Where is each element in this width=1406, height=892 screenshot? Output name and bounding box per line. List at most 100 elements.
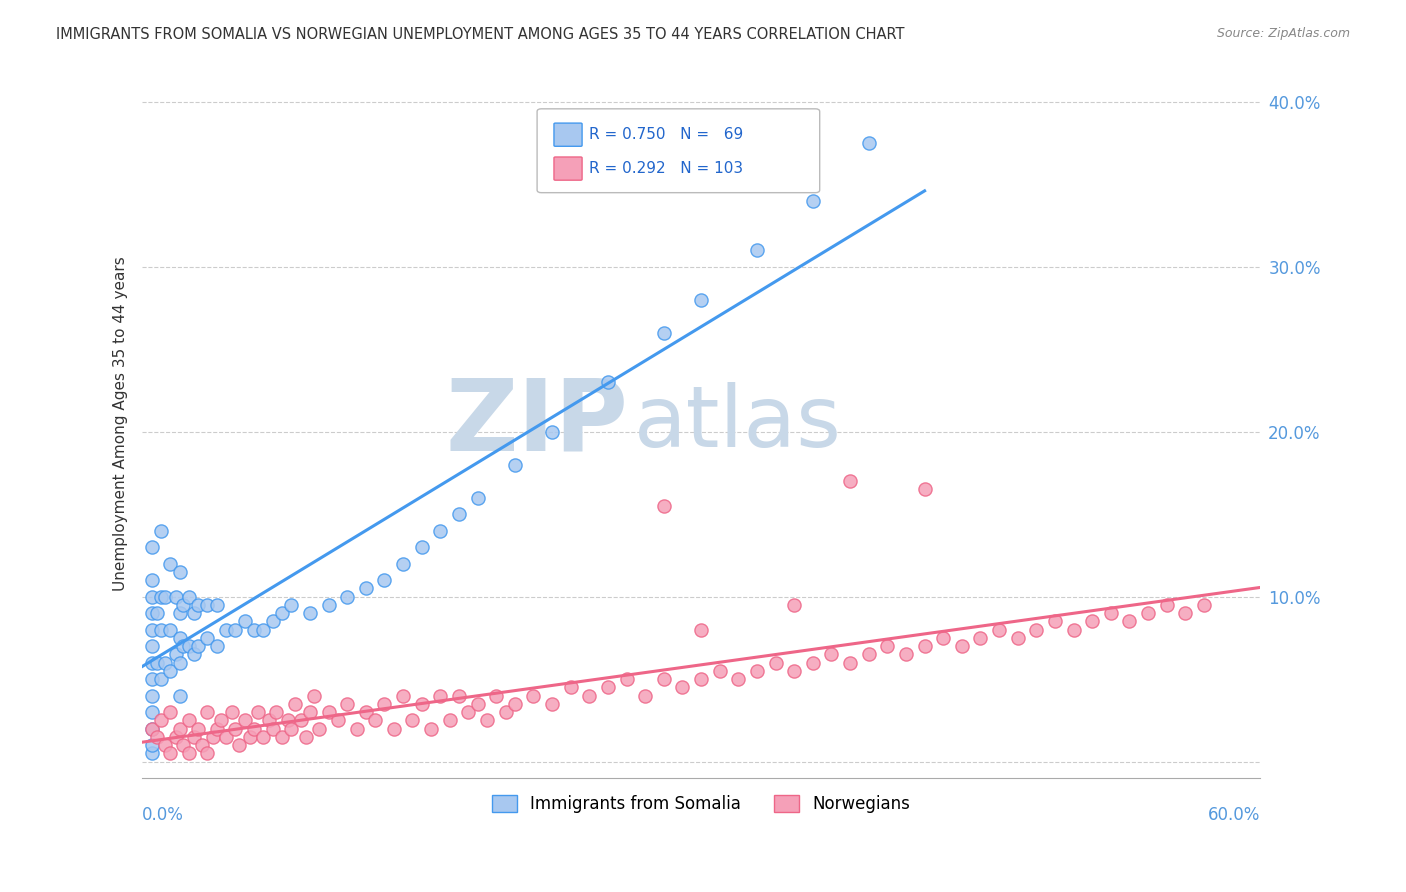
Point bbox=[1174, 606, 1197, 620]
Point bbox=[177, 746, 200, 760]
Point bbox=[429, 524, 451, 538]
Point bbox=[709, 664, 731, 678]
Point bbox=[467, 697, 489, 711]
Point bbox=[318, 598, 340, 612]
Point bbox=[284, 697, 307, 711]
Point bbox=[271, 730, 294, 744]
Point bbox=[165, 730, 187, 744]
Point bbox=[277, 713, 299, 727]
Point bbox=[187, 639, 209, 653]
Point bbox=[149, 524, 172, 538]
Point bbox=[541, 425, 564, 439]
Point bbox=[382, 722, 405, 736]
Text: 0.0%: 0.0% bbox=[142, 806, 184, 824]
Point bbox=[197, 598, 219, 612]
Point bbox=[183, 606, 205, 620]
Point bbox=[149, 672, 172, 686]
Point bbox=[172, 639, 194, 653]
Point bbox=[169, 606, 191, 620]
Point bbox=[233, 713, 256, 727]
Point bbox=[950, 639, 973, 653]
Point bbox=[177, 713, 200, 727]
Point bbox=[149, 623, 172, 637]
Point bbox=[652, 499, 675, 513]
Point bbox=[411, 697, 433, 711]
Point bbox=[354, 581, 377, 595]
Point bbox=[243, 722, 266, 736]
Point bbox=[280, 722, 302, 736]
Point bbox=[439, 713, 461, 727]
Text: IMMIGRANTS FROM SOMALIA VS NORWEGIAN UNEMPLOYMENT AMONG AGES 35 TO 44 YEARS CORR: IMMIGRANTS FROM SOMALIA VS NORWEGIAN UNE… bbox=[56, 27, 904, 42]
Point bbox=[336, 590, 359, 604]
Point bbox=[141, 606, 163, 620]
Point bbox=[197, 631, 219, 645]
Point bbox=[169, 631, 191, 645]
Point bbox=[447, 689, 470, 703]
Point bbox=[1156, 598, 1178, 612]
Point bbox=[560, 680, 582, 694]
Point bbox=[411, 540, 433, 554]
Point bbox=[783, 598, 806, 612]
Y-axis label: Unemployment Among Ages 35 to 44 years: Unemployment Among Ages 35 to 44 years bbox=[114, 256, 128, 591]
Point bbox=[141, 722, 163, 736]
Point bbox=[457, 705, 479, 719]
Point bbox=[243, 623, 266, 637]
Text: R = 0.750   N =   69: R = 0.750 N = 69 bbox=[589, 128, 744, 142]
Point bbox=[141, 705, 163, 719]
Point bbox=[141, 573, 163, 587]
Text: 60.0%: 60.0% bbox=[1208, 806, 1260, 824]
Point bbox=[876, 639, 898, 653]
Point bbox=[169, 722, 191, 736]
Point bbox=[495, 705, 517, 719]
Point bbox=[745, 664, 768, 678]
Point bbox=[373, 573, 395, 587]
Point bbox=[336, 697, 359, 711]
Point bbox=[153, 656, 176, 670]
Point bbox=[298, 606, 321, 620]
Point bbox=[290, 713, 312, 727]
Point bbox=[765, 656, 787, 670]
Point bbox=[252, 623, 274, 637]
Point bbox=[172, 738, 194, 752]
Point bbox=[159, 664, 181, 678]
Point bbox=[149, 590, 172, 604]
Point bbox=[690, 293, 713, 307]
Point bbox=[354, 705, 377, 719]
Point bbox=[1099, 606, 1122, 620]
Point bbox=[153, 738, 176, 752]
Point bbox=[503, 458, 526, 472]
Point bbox=[159, 746, 181, 760]
Point bbox=[1063, 623, 1085, 637]
Point bbox=[239, 730, 262, 744]
Point bbox=[169, 689, 191, 703]
Point bbox=[141, 672, 163, 686]
Point bbox=[485, 689, 508, 703]
Point bbox=[1081, 614, 1104, 628]
Text: R = 0.292   N = 103: R = 0.292 N = 103 bbox=[589, 161, 744, 176]
Point bbox=[224, 623, 246, 637]
Point bbox=[401, 713, 423, 727]
Point bbox=[141, 639, 163, 653]
Point bbox=[467, 491, 489, 505]
Point bbox=[141, 722, 163, 736]
Point bbox=[690, 623, 713, 637]
Point bbox=[298, 705, 321, 719]
Point bbox=[209, 713, 232, 727]
Point bbox=[141, 738, 163, 752]
Text: ZIP: ZIP bbox=[446, 375, 628, 472]
Point bbox=[191, 738, 214, 752]
Point bbox=[420, 722, 443, 736]
Point bbox=[302, 689, 325, 703]
Point bbox=[578, 689, 600, 703]
Text: atlas: atlas bbox=[634, 382, 842, 465]
Point bbox=[326, 713, 349, 727]
Point bbox=[202, 730, 225, 744]
Point bbox=[429, 689, 451, 703]
Point bbox=[187, 722, 209, 736]
Point bbox=[228, 738, 250, 752]
Point bbox=[141, 656, 163, 670]
Point bbox=[246, 705, 269, 719]
Point bbox=[346, 722, 368, 736]
Point bbox=[271, 606, 294, 620]
Point bbox=[1118, 614, 1140, 628]
